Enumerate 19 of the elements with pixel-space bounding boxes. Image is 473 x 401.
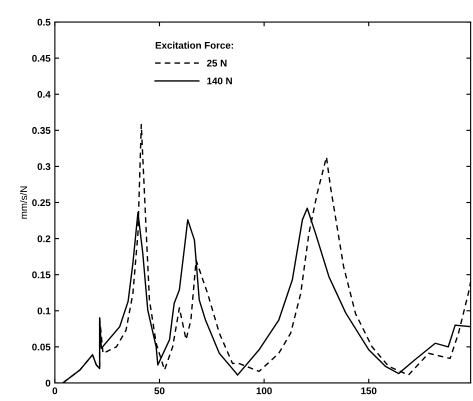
y-tick-label: 0.3 [38, 163, 50, 170]
y-tick-label: 0.35 [32, 127, 50, 134]
x-tick-label: 50 [154, 387, 164, 394]
y-tick-label: 0.15 [32, 271, 50, 278]
legend-label: 25 N [206, 60, 226, 67]
y-tick-label: 0.25 [32, 199, 50, 206]
legend-title: Excitation Force: [156, 42, 234, 49]
x-tick-label: 150 [361, 387, 376, 394]
y-tick-label: 0.5 [38, 18, 50, 26]
y-tick-label: 0.4 [38, 90, 51, 98]
legend-label: 140 N [207, 78, 232, 84]
x-tick-label: 0 [52, 387, 58, 394]
y-tick-label: 0 [46, 380, 50, 387]
x-tick-label: 100 [256, 387, 272, 394]
y-tick-label: 0.05 [32, 344, 50, 350]
y-axis-title: mm/s/N [20, 186, 28, 219]
y-tick-label: 0.45 [32, 54, 50, 62]
y-tick-label: 0.2 [38, 235, 50, 242]
y-tick-label: 0.1 [38, 308, 50, 314]
